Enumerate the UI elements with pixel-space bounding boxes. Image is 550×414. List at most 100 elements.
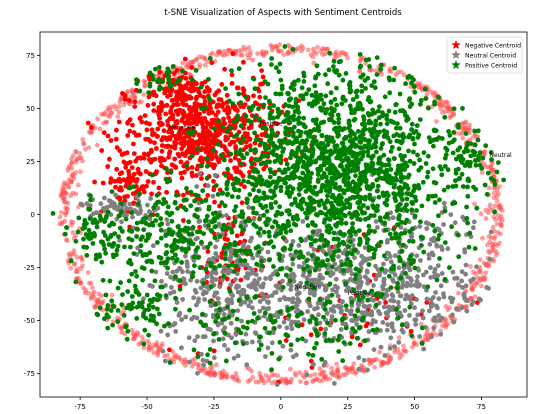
data-point <box>85 120 91 126</box>
data-point <box>415 283 420 289</box>
data-point <box>257 216 262 222</box>
data-point <box>241 291 247 297</box>
data-point <box>400 197 405 202</box>
data-point <box>433 290 438 295</box>
data-point <box>313 223 318 229</box>
data-point <box>325 81 331 87</box>
data-point <box>161 260 167 266</box>
data-point <box>436 296 442 302</box>
data-point <box>246 244 251 250</box>
data-point <box>347 133 353 139</box>
data-point <box>328 90 334 96</box>
data-point <box>181 143 187 149</box>
data-point <box>342 126 347 131</box>
data-point <box>165 352 170 358</box>
data-point <box>390 215 396 221</box>
data-point <box>362 210 368 216</box>
data-point <box>251 76 257 82</box>
data-point <box>372 85 378 91</box>
data-point <box>405 186 411 192</box>
data-point <box>245 379 251 384</box>
data-point <box>144 127 150 133</box>
data-point <box>340 140 346 146</box>
data-point <box>73 238 79 244</box>
data-point <box>325 142 331 148</box>
data-point <box>276 167 282 173</box>
data-point <box>311 247 317 253</box>
data-point <box>285 219 291 224</box>
data-point <box>459 305 465 311</box>
data-point <box>265 294 271 299</box>
data-point <box>213 244 218 250</box>
data-point <box>344 307 350 313</box>
data-point <box>190 129 196 134</box>
data-point <box>289 149 295 154</box>
data-point <box>238 181 244 187</box>
data-point <box>209 162 215 168</box>
data-point <box>288 267 293 273</box>
data-point <box>359 310 365 315</box>
data-point <box>192 287 198 293</box>
data-point <box>238 277 244 283</box>
data-point <box>186 142 192 148</box>
data-point <box>323 93 329 99</box>
data-point <box>123 216 129 222</box>
data-point <box>283 125 289 131</box>
data-point <box>450 184 456 189</box>
data-point <box>165 170 170 175</box>
data-point <box>385 179 391 185</box>
data-point <box>172 200 178 206</box>
data-point <box>277 324 282 329</box>
data-point <box>310 151 316 157</box>
data-point <box>275 106 281 112</box>
data-point <box>256 244 261 250</box>
data-point <box>183 207 189 213</box>
data-point <box>315 71 321 77</box>
data-point <box>363 57 369 63</box>
data-point <box>238 147 244 153</box>
data-point <box>105 209 111 215</box>
data-point <box>333 266 339 272</box>
data-point <box>280 343 286 349</box>
data-point <box>428 297 434 303</box>
data-point <box>365 367 370 373</box>
data-point <box>463 262 469 268</box>
data-point <box>324 107 330 112</box>
data-point <box>80 158 85 164</box>
data-point <box>257 226 263 232</box>
data-point <box>348 239 353 245</box>
data-point <box>192 141 197 146</box>
data-point <box>397 91 403 97</box>
data-point <box>397 185 403 190</box>
data-point <box>486 185 492 191</box>
data-point <box>70 230 76 235</box>
data-point <box>320 182 325 188</box>
data-point <box>316 267 322 272</box>
data-point <box>373 122 378 128</box>
data-point <box>371 213 377 219</box>
data-point <box>68 219 74 225</box>
data-point <box>451 111 457 117</box>
data-point <box>298 379 303 384</box>
data-point <box>267 233 272 239</box>
data-point <box>315 305 320 311</box>
data-point <box>224 186 230 192</box>
data-point <box>392 65 397 71</box>
data-point <box>294 286 300 292</box>
data-point <box>177 355 182 361</box>
data-point <box>311 60 317 66</box>
data-point <box>420 235 426 241</box>
data-point <box>371 79 377 85</box>
data-point <box>141 227 147 233</box>
data-point <box>159 221 165 227</box>
data-point <box>439 271 445 276</box>
data-point <box>391 263 396 269</box>
data-point <box>374 55 380 60</box>
data-point <box>223 371 229 377</box>
data-point <box>141 345 147 351</box>
data-point <box>271 115 276 121</box>
data-point <box>441 291 446 297</box>
data-point <box>270 224 275 230</box>
data-point <box>107 156 112 162</box>
data-point <box>196 219 202 225</box>
